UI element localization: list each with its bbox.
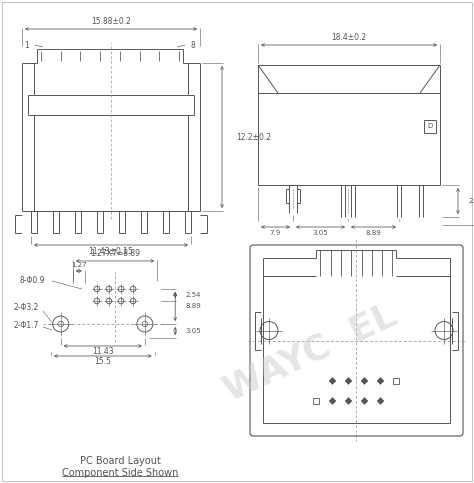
Text: 12.2±0.2: 12.2±0.2 bbox=[236, 132, 271, 142]
Text: PC Board Layout: PC Board Layout bbox=[80, 456, 160, 466]
Text: 2-Φ1.7: 2-Φ1.7 bbox=[14, 322, 39, 330]
Text: 8: 8 bbox=[191, 41, 196, 49]
Polygon shape bbox=[377, 398, 384, 404]
Text: 8.89: 8.89 bbox=[185, 303, 201, 310]
Text: 1.27X7=8.89: 1.27X7=8.89 bbox=[90, 249, 140, 258]
Bar bbox=[313, 398, 319, 404]
Text: 3.05: 3.05 bbox=[313, 230, 328, 236]
Polygon shape bbox=[345, 378, 352, 384]
Text: 2.54: 2.54 bbox=[185, 292, 201, 298]
Text: 11.43±0.15: 11.43±0.15 bbox=[89, 247, 134, 256]
Text: 2.54: 2.54 bbox=[469, 198, 474, 204]
Polygon shape bbox=[361, 378, 368, 384]
Text: 15.88±0.2: 15.88±0.2 bbox=[91, 17, 131, 27]
Text: 2-Φ3.2: 2-Φ3.2 bbox=[14, 303, 39, 313]
Text: Component Side Shown: Component Side Shown bbox=[62, 468, 178, 478]
Polygon shape bbox=[329, 378, 336, 384]
Text: 7.9: 7.9 bbox=[270, 230, 281, 236]
Polygon shape bbox=[377, 378, 384, 384]
Text: 1: 1 bbox=[24, 41, 29, 49]
Polygon shape bbox=[361, 398, 368, 404]
Text: 1.27: 1.27 bbox=[71, 262, 87, 268]
Text: 3.05: 3.05 bbox=[185, 328, 201, 334]
Polygon shape bbox=[329, 398, 336, 404]
Bar bbox=[393, 378, 400, 384]
Text: 11.43: 11.43 bbox=[92, 347, 114, 356]
Polygon shape bbox=[345, 398, 352, 404]
Text: 15.5: 15.5 bbox=[94, 357, 111, 367]
Text: WAYC  EL: WAYC EL bbox=[218, 298, 402, 408]
Text: 18.4±0.2: 18.4±0.2 bbox=[331, 33, 366, 43]
Text: D: D bbox=[428, 124, 433, 129]
Text: 8.89: 8.89 bbox=[365, 230, 382, 236]
Text: 8-Φ0.9: 8-Φ0.9 bbox=[20, 276, 46, 285]
